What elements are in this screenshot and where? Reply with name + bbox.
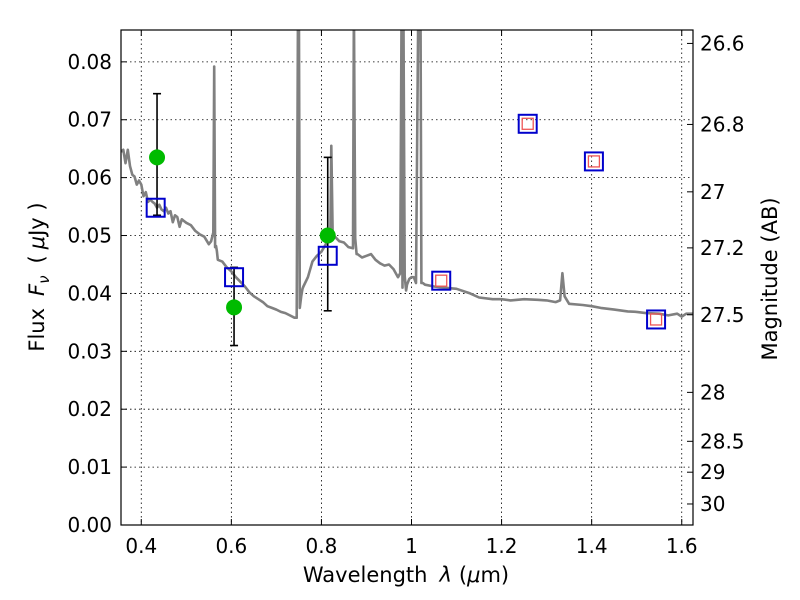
y2-tick-label: 27.5 — [700, 303, 745, 327]
plot-frame — [120, 29, 694, 526]
upper-limit-square — [435, 274, 448, 287]
x-tick-label: 1.4 — [576, 534, 608, 558]
y-tick-label: 0.02 — [67, 397, 112, 421]
upper-limit-square — [587, 155, 601, 168]
y2-axis-label: Magnitude (AB) — [758, 197, 782, 360]
x-tick-label: 0.8 — [306, 534, 338, 558]
y2-tick-label: 29 — [700, 460, 725, 484]
model-square — [224, 267, 245, 288]
grid — [121, 30, 693, 526]
y-tick-label: 0.03 — [67, 339, 112, 363]
x-tick-label: 1.2 — [486, 534, 518, 558]
y2-tick-label: 26.6 — [700, 31, 745, 55]
y2-tick-label: 30 — [700, 492, 725, 516]
model-square — [145, 197, 166, 218]
model-square — [517, 113, 538, 134]
y2-tick-label: 27.2 — [700, 236, 745, 260]
upper-limit-square — [521, 117, 534, 130]
y-axis-label: FluxFν(μJy ) — [25, 202, 53, 351]
y2-tick-label: 28 — [700, 380, 725, 404]
model-square — [646, 309, 667, 330]
y-tick-label: 0.01 — [67, 455, 112, 479]
x-tick-label: 0.4 — [125, 534, 157, 558]
model-square — [431, 270, 452, 291]
y2-tick-label: 26.8 — [700, 112, 745, 136]
x-tick-label: 1 — [405, 534, 418, 558]
x-tick-label: 1.6 — [666, 534, 698, 558]
upper-limit-square — [649, 313, 663, 326]
y-tick-label: 0.04 — [67, 281, 112, 305]
model-square — [317, 245, 338, 266]
x-tick-label: 0.6 — [215, 534, 247, 558]
y-tick-label: 0.00 — [67, 513, 112, 537]
axis-ticks: 0.4 0.6 0.8 1 1.2 1.4 1.6 0.00 0.01 0.02 0.03 0.04 0… — [67, 30, 745, 558]
plot-area — [121, 30, 693, 347]
y-tick-label: 0.08 — [67, 50, 112, 74]
y2-tick-label: 28.5 — [700, 429, 745, 453]
observed-point — [319, 227, 336, 244]
observed-point — [226, 299, 243, 316]
sed-template-line — [121, 30, 693, 320]
x-axis-label: Wavelength λ (μm) — [303, 563, 509, 587]
model-square — [583, 151, 604, 172]
y2-tick-label: 27 — [700, 180, 725, 204]
y-tick-label: 0.07 — [67, 108, 112, 132]
observed-point — [149, 149, 166, 166]
y-tick-label: 0.05 — [67, 224, 112, 248]
y-tick-label: 0.06 — [67, 166, 112, 190]
